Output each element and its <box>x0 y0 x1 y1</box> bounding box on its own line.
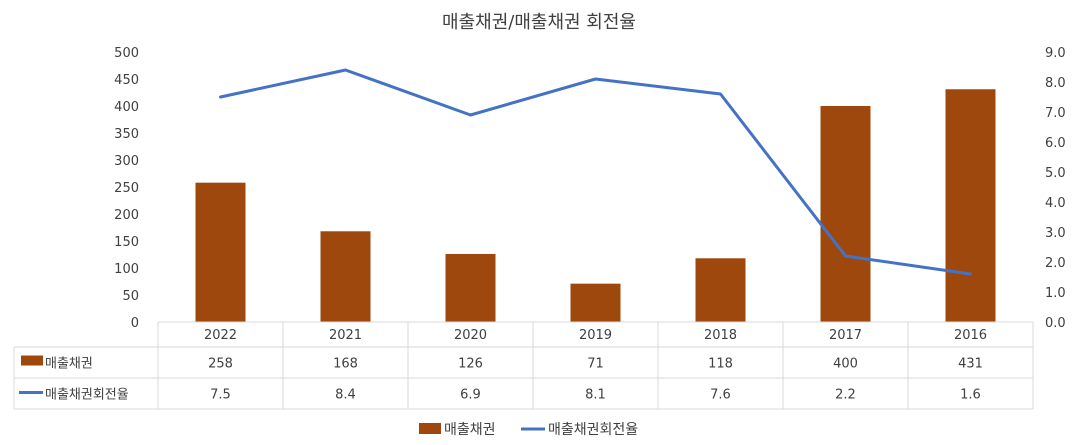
right-tick-label: 4.0 <box>1045 196 1066 211</box>
bar <box>570 283 621 322</box>
bar <box>445 253 496 322</box>
bar <box>320 231 371 322</box>
right-tick-label: 1.0 <box>1045 286 1066 301</box>
category-label: 2022 <box>204 328 237 343</box>
left-tick-label: 450 <box>114 73 139 88</box>
table-value: 8.4 <box>335 388 356 403</box>
legend-label: 매출채권회전율 <box>548 422 638 438</box>
table-value: 71 <box>587 357 604 372</box>
right-tick-label: 0.0 <box>1045 316 1066 331</box>
table-value: 126 <box>458 357 483 372</box>
table-value: 2.2 <box>835 388 856 403</box>
row-label: 매출채권회전율 <box>45 388 129 403</box>
data-table: 2022 2021 2020 2019 2018 2017 2016 매출채권 258 168 12… <box>13 321 1034 410</box>
table-value: 8.1 <box>585 388 606 403</box>
bar <box>820 106 871 322</box>
right-tick-label: 2.0 <box>1045 256 1066 271</box>
right-tick-label: 9.0 <box>1045 46 1066 61</box>
table-value: 1.6 <box>960 388 981 403</box>
left-tick-label: 400 <box>114 100 139 115</box>
line-series <box>219 68 972 276</box>
series-line <box>219 68 972 276</box>
left-tick-label: 50 <box>122 289 139 304</box>
table-value: 7.6 <box>710 388 731 403</box>
left-y-axis: 0 50 100 150 200 250 300 350 400 450 500 <box>114 46 139 331</box>
table-value: 118 <box>708 357 733 372</box>
category-label: 2019 <box>579 328 612 343</box>
bar-series <box>195 89 996 322</box>
left-tick-label: 300 <box>114 154 139 169</box>
category-label: 2021 <box>329 328 362 343</box>
left-tick-label: 500 <box>114 46 139 61</box>
right-tick-label: 6.0 <box>1045 136 1066 151</box>
row-label: 매출채권 <box>45 357 93 372</box>
left-tick-label: 100 <box>114 262 139 277</box>
category-label: 2020 <box>454 328 487 343</box>
table-value: 400 <box>833 357 858 372</box>
table-value: 168 <box>333 357 358 372</box>
table-value: 258 <box>208 357 233 372</box>
chart-title: 매출채권/매출채권 회전율 <box>442 12 636 33</box>
category-label: 2017 <box>829 328 862 343</box>
category-label: 2018 <box>704 328 737 343</box>
left-tick-label: 150 <box>114 235 139 250</box>
category-label: 2016 <box>954 328 987 343</box>
right-tick-label: 8.0 <box>1045 76 1066 91</box>
right-tick-label: 3.0 <box>1045 226 1066 241</box>
row-legend-swatch <box>21 355 43 366</box>
right-tick-label: 7.0 <box>1045 106 1066 121</box>
bar <box>695 258 746 322</box>
left-tick-label: 200 <box>114 208 139 223</box>
left-tick-label: 0 <box>131 316 139 331</box>
legend-label: 매출채권 <box>444 422 496 438</box>
table-value: 431 <box>958 357 983 372</box>
legend-swatch-bar <box>419 423 441 434</box>
left-tick-label: 350 <box>114 127 139 142</box>
table-value: 7.5 <box>210 388 231 403</box>
left-tick-label: 250 <box>114 181 139 196</box>
bar <box>945 89 996 322</box>
right-y-axis: 0.0 1.0 2.0 3.0 4.0 5.0 6.0 7.0 8.0 9.0 <box>1045 46 1066 331</box>
bar <box>195 182 246 322</box>
table-value: 6.9 <box>460 388 481 403</box>
legend: 매출채권 매출채권회전율 <box>419 422 638 438</box>
right-tick-label: 5.0 <box>1045 166 1066 181</box>
